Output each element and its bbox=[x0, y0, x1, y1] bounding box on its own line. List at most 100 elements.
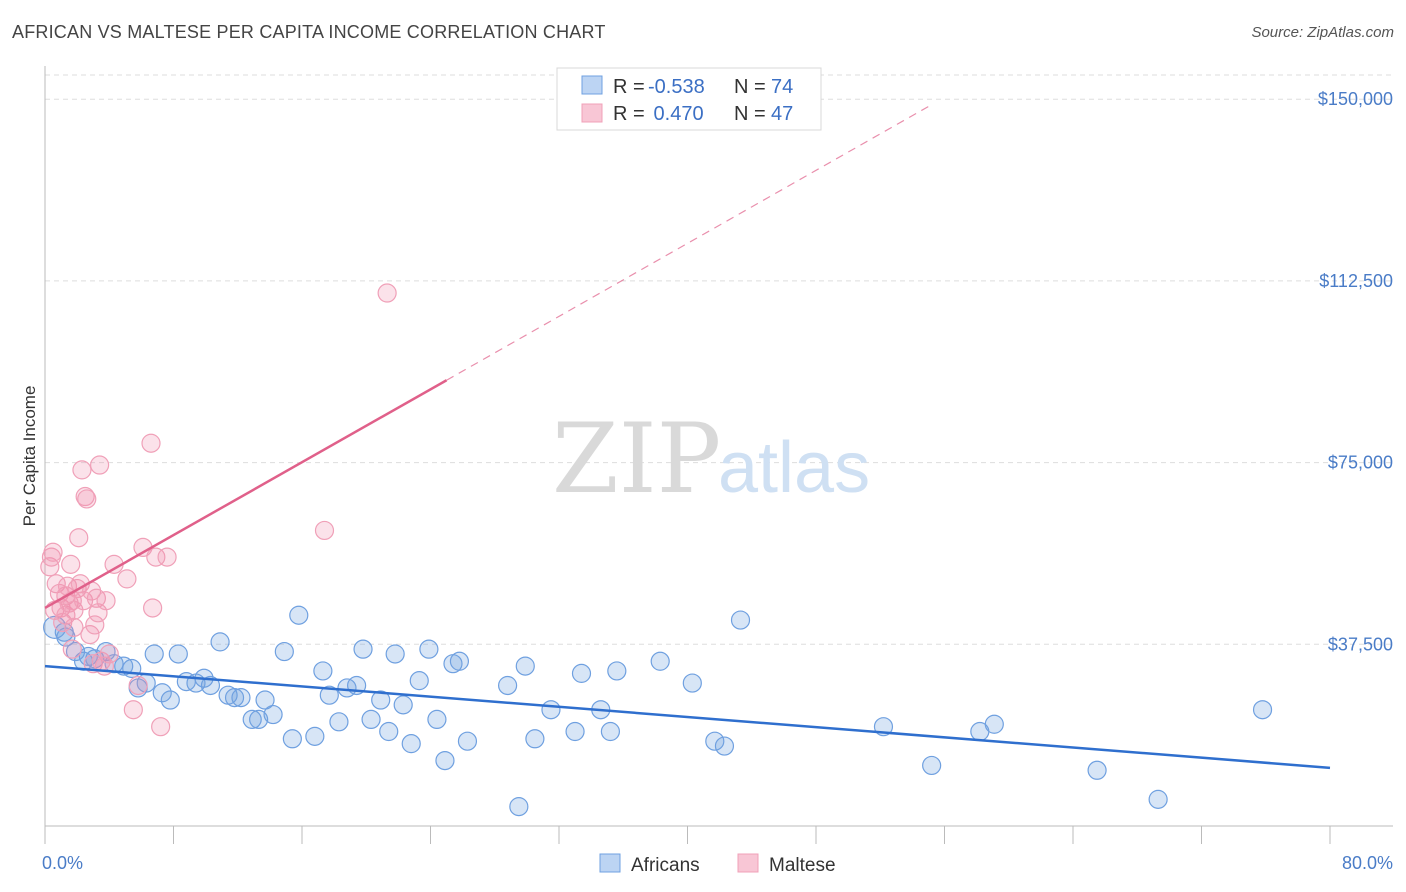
maltese-trend-line bbox=[44, 379, 448, 610]
africans-point bbox=[210, 632, 230, 652]
africans-point bbox=[984, 714, 1004, 734]
africans-point bbox=[319, 685, 339, 705]
legend-swatch-maltese bbox=[581, 103, 603, 123]
maltese-point bbox=[69, 528, 89, 548]
africans-point bbox=[385, 644, 405, 664]
africans-point bbox=[435, 750, 455, 771]
axes bbox=[44, 66, 1393, 844]
maltese-point bbox=[146, 547, 166, 567]
africans-point bbox=[427, 709, 447, 730]
africans-point bbox=[449, 651, 470, 671]
maltese-point bbox=[64, 600, 84, 620]
watermark: ZIP atlas bbox=[552, 403, 870, 515]
gridlines bbox=[45, 74, 1393, 645]
africans-point bbox=[401, 734, 421, 754]
maltese-point bbox=[96, 591, 116, 611]
africans-point bbox=[305, 726, 325, 746]
maltese-point bbox=[43, 542, 63, 562]
maltese-point bbox=[83, 654, 103, 674]
africans-point bbox=[353, 639, 373, 659]
africans-point bbox=[65, 641, 86, 662]
legend-swatch-africans bbox=[581, 75, 603, 95]
legend-n-label-africans: N = bbox=[734, 76, 766, 98]
africans-point bbox=[393, 695, 413, 715]
bottom-legend-label-maltese: Maltese bbox=[769, 855, 836, 876]
maltese-point bbox=[128, 675, 148, 696]
y-tick-label-0: $37,500 bbox=[1328, 634, 1393, 654]
africans-point bbox=[1087, 760, 1107, 780]
legend-r-value-maltese: 0.470 bbox=[648, 103, 704, 125]
africans-point bbox=[144, 644, 164, 664]
tick-labels: $37,500 $75,000 $112,500 $150,000 0.0% 80.0% bbox=[42, 89, 1393, 873]
maltese-point bbox=[157, 547, 177, 567]
africans-point bbox=[600, 721, 621, 742]
maltese-point bbox=[151, 717, 171, 737]
maltese-point bbox=[123, 700, 143, 720]
maltese-point bbox=[77, 489, 97, 509]
africans-point bbox=[525, 729, 545, 749]
data-points bbox=[40, 283, 1273, 817]
y-tick-label-2: $112,500 bbox=[1319, 271, 1393, 291]
africans-point bbox=[274, 641, 294, 662]
maltese-point bbox=[143, 598, 163, 618]
africans-point bbox=[56, 627, 76, 647]
africans-point bbox=[541, 700, 561, 720]
africans-point bbox=[114, 656, 134, 676]
africans-point bbox=[152, 683, 172, 703]
maltese-point bbox=[117, 569, 137, 589]
africans-point bbox=[289, 605, 309, 625]
africans-point bbox=[682, 673, 702, 693]
maltese-point bbox=[61, 554, 81, 574]
maltese-point bbox=[62, 639, 82, 659]
africans-point bbox=[168, 644, 188, 664]
africans-point bbox=[409, 671, 429, 691]
africans-point bbox=[249, 709, 269, 730]
bottom-legend-label-africans: Africans bbox=[631, 855, 700, 876]
africans-point bbox=[242, 709, 262, 730]
y-tick-label-1: $75,000 bbox=[1328, 453, 1393, 473]
legend-n-value-maltese: 47 bbox=[771, 103, 793, 125]
africans-point bbox=[565, 721, 585, 742]
maltese-trend-line-extension bbox=[446, 105, 929, 381]
africans-point bbox=[122, 658, 142, 679]
maltese-point bbox=[64, 617, 84, 637]
legend-n-label-maltese: N = bbox=[734, 103, 766, 125]
africans-point bbox=[371, 690, 391, 710]
africans-point bbox=[730, 610, 751, 630]
maltese-point bbox=[314, 520, 335, 541]
x-tick-label-1: 80.0% bbox=[1342, 853, 1393, 873]
maltese-point bbox=[80, 625, 100, 645]
africans-point bbox=[419, 639, 439, 659]
maltese-point bbox=[377, 283, 397, 303]
africans-point bbox=[313, 661, 333, 681]
africans-point bbox=[515, 656, 535, 676]
africans-point bbox=[160, 690, 180, 710]
africans-point bbox=[922, 755, 942, 776]
watermark-atlas: atlas bbox=[718, 428, 870, 508]
africans-trend-line bbox=[44, 664, 1331, 770]
chart-title: AFRICAN VS MALTESE PER CAPITA INCOME COR… bbox=[12, 22, 606, 42]
y-tick-label-3: $150,000 bbox=[1318, 89, 1393, 109]
africans-point bbox=[263, 704, 283, 725]
africans-point bbox=[498, 675, 518, 696]
legend-n-value-africans: 74 bbox=[771, 76, 793, 98]
trend-lines bbox=[44, 105, 1331, 770]
chart-source: Source: ZipAtlas.com bbox=[1251, 24, 1394, 41]
maltese-point bbox=[90, 455, 110, 475]
y-axis-label: Per Capita Income bbox=[20, 386, 39, 527]
africans-point bbox=[1148, 789, 1168, 809]
africans-point bbox=[650, 651, 670, 671]
africans-point bbox=[714, 736, 735, 756]
legend-r-label-africans: R = bbox=[613, 76, 645, 98]
africans-point bbox=[1252, 700, 1273, 720]
x-tick-label-0: 0.0% bbox=[42, 853, 83, 873]
maltese-point bbox=[141, 433, 161, 453]
maltese-point bbox=[72, 460, 92, 480]
africans-point bbox=[361, 709, 381, 730]
maltese-point bbox=[99, 644, 119, 664]
maltese-point bbox=[85, 615, 105, 635]
africans-point bbox=[509, 797, 529, 817]
africans-point bbox=[224, 688, 245, 708]
bottom-legend: Africans Maltese bbox=[599, 853, 836, 876]
